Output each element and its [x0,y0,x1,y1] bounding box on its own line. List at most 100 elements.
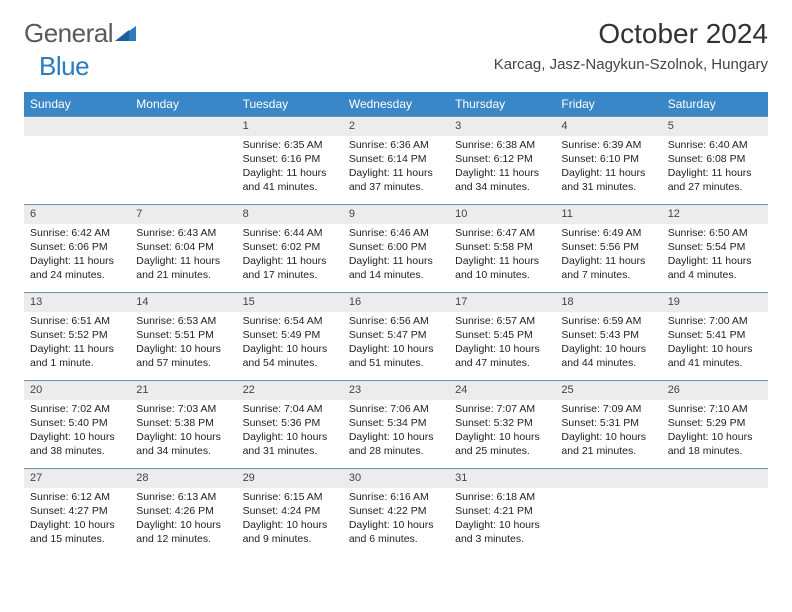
day-details: Sunrise: 6:59 AMSunset: 5:43 PMDaylight:… [555,312,661,379]
day-number: 16 [343,293,449,312]
day-cell: 18Sunrise: 6:59 AMSunset: 5:43 PMDayligh… [555,293,661,381]
day-cell: 2Sunrise: 6:36 AMSunset: 6:14 PMDaylight… [343,117,449,205]
day-cell: 24Sunrise: 7:07 AMSunset: 5:32 PMDayligh… [449,381,555,469]
sunrise-text: Sunrise: 6:12 AM [30,490,124,504]
day-cell: 10Sunrise: 6:47 AMSunset: 5:58 PMDayligh… [449,205,555,293]
day-details: Sunrise: 6:49 AMSunset: 5:56 PMDaylight:… [555,224,661,291]
sunrise-text: Sunrise: 7:00 AM [668,314,762,328]
sunrise-text: Sunrise: 6:36 AM [349,138,443,152]
dayhead-thu: Thursday [449,92,555,117]
dayhead-sat: Saturday [662,92,768,117]
month-title: October 2024 [494,18,768,50]
sunset-text: Sunset: 6:06 PM [30,240,124,254]
sunrise-text: Sunrise: 6:59 AM [561,314,655,328]
sunrise-text: Sunrise: 6:44 AM [243,226,337,240]
day-details: Sunrise: 7:10 AMSunset: 5:29 PMDaylight:… [662,400,768,467]
sunrise-text: Sunrise: 6:51 AM [30,314,124,328]
daylight-text: Daylight: 10 hours and 47 minutes. [455,342,549,370]
sunset-text: Sunset: 5:49 PM [243,328,337,342]
daylight-text: Daylight: 10 hours and 25 minutes. [455,430,549,458]
day-cell: 9Sunrise: 6:46 AMSunset: 6:00 PMDaylight… [343,205,449,293]
daylight-text: Daylight: 10 hours and 57 minutes. [136,342,230,370]
day-details: Sunrise: 6:50 AMSunset: 5:54 PMDaylight:… [662,224,768,291]
sunrise-text: Sunrise: 7:09 AM [561,402,655,416]
day-details: Sunrise: 7:00 AMSunset: 5:41 PMDaylight:… [662,312,768,379]
day-cell: 8Sunrise: 6:44 AMSunset: 6:02 PMDaylight… [237,205,343,293]
sunset-text: Sunset: 5:29 PM [668,416,762,430]
day-number: 6 [24,205,130,224]
sunset-text: Sunset: 6:12 PM [455,152,549,166]
day-cell [24,117,130,205]
sunset-text: Sunset: 6:10 PM [561,152,655,166]
daylight-text: Daylight: 11 hours and 27 minutes. [668,166,762,194]
sunset-text: Sunset: 5:41 PM [668,328,762,342]
day-number: 2 [343,117,449,136]
week-row: 27 Sunrise: 6:12 AMSunset: 4:27 PM Dayligh… [24,469,768,557]
day-cell: 3Sunrise: 6:38 AMSunset: 6:12 PMDaylight… [449,117,555,205]
daylight-text: Daylight: 11 hours and 1 minute. [30,342,124,370]
calendar-table: Sunday Monday Tuesday Wednesday Thursday… [24,92,768,557]
sunrise-text: Sunrise: 6:53 AM [136,314,230,328]
daylight-text: Daylight: 11 hours and 14 minutes. [349,254,443,282]
sunset-text: Sunset: 5:56 PM [561,240,655,254]
daylight-text: Daylight: 11 hours and 31 minutes. [561,166,655,194]
day-number: 3 [449,117,555,136]
day-number: 25 [555,381,661,400]
dayhead-fri: Friday [555,92,661,117]
sunrise-text: Sunrise: 6:50 AM [668,226,762,240]
daylight-text: Daylight: 11 hours and 7 minutes. [561,254,655,282]
daylight-text: Daylight: 10 hours and 9 minutes. [243,518,337,546]
sunset-text: Sunset: 5:34 PM [349,416,443,430]
daylight-text: Daylight: 10 hours and 41 minutes. [668,342,762,370]
daylight-text: Daylight: 11 hours and 41 minutes. [243,166,337,194]
day-cell: 27Sunrise: 6:12 AMSunset: 4:27 PMDayligh… [24,469,130,557]
daylight-text: Daylight: 10 hours and 3 minutes. [455,518,549,546]
day-cell: 23Sunrise: 7:06 AMSunset: 5:34 PMDayligh… [343,381,449,469]
brand-part2: Blue [39,51,89,82]
day-number: 22 [237,381,343,400]
day-number: 31 [449,469,555,488]
day-cell: 12Sunrise: 6:50 AMSunset: 5:54 PMDayligh… [662,205,768,293]
sunset-text: Sunset: 6:16 PM [243,152,337,166]
sunset-text: Sunset: 4:27 PM [30,504,124,518]
day-cell: 17Sunrise: 6:57 AMSunset: 5:45 PMDayligh… [449,293,555,381]
sunset-text: Sunset: 6:02 PM [243,240,337,254]
day-cell [555,469,661,557]
day-number: 12 [662,205,768,224]
sunset-text: Sunset: 5:31 PM [561,416,655,430]
sunrise-text: Sunrise: 6:56 AM [349,314,443,328]
sunset-text: Sunset: 5:45 PM [455,328,549,342]
week-row: 1Sunrise: 6:35 AMSunset: 6:16 PMDaylight… [24,117,768,205]
day-cell: 28Sunrise: 6:13 AMSunset: 4:26 PMDayligh… [130,469,236,557]
dayhead-sun: Sunday [24,92,130,117]
calendar-page: General October 2024 Karcag, Jasz-Nagyku… [0,0,792,557]
day-number: 11 [555,205,661,224]
day-details: Sunrise: 6:53 AMSunset: 5:51 PMDaylight:… [130,312,236,379]
day-details: Sunrise: 6:35 AMSunset: 6:16 PMDaylight:… [237,136,343,203]
day-cell: 13Sunrise: 6:51 AMSunset: 5:52 PMDayligh… [24,293,130,381]
week-row: 6Sunrise: 6:42 AMSunset: 6:06 PMDaylight… [24,205,768,293]
day-cell: 15Sunrise: 6:54 AMSunset: 5:49 PMDayligh… [237,293,343,381]
day-cell: 5Sunrise: 6:40 AMSunset: 6:08 PMDaylight… [662,117,768,205]
day-number: 15 [237,293,343,312]
day-number: 23 [343,381,449,400]
sunset-text: Sunset: 5:40 PM [30,416,124,430]
brand-part1: General [24,18,113,49]
day-details: Sunrise: 6:54 AMSunset: 5:49 PMDaylight:… [237,312,343,379]
day-details: Sunrise: 6:57 AMSunset: 5:45 PMDaylight:… [449,312,555,379]
day-number: 13 [24,293,130,312]
day-number: 5 [662,117,768,136]
day-details: Sunrise: 6:13 AMSunset: 4:26 PMDaylight:… [130,488,236,555]
daylight-text: Daylight: 10 hours and 54 minutes. [243,342,337,370]
day-cell: 20Sunrise: 7:02 AMSunset: 5:40 PMDayligh… [24,381,130,469]
day-number: 26 [662,381,768,400]
week-row: 13Sunrise: 6:51 AMSunset: 5:52 PMDayligh… [24,293,768,381]
day-header-row: Sunday Monday Tuesday Wednesday Thursday… [24,92,768,117]
dayhead-mon: Monday [130,92,236,117]
day-number: 27 [24,469,130,488]
day-number: 20 [24,381,130,400]
week-row: 20Sunrise: 7:02 AMSunset: 5:40 PMDayligh… [24,381,768,469]
daylight-text: Daylight: 10 hours and 38 minutes. [30,430,124,458]
daylight-text: Daylight: 11 hours and 34 minutes. [455,166,549,194]
sunrise-text: Sunrise: 6:18 AM [455,490,549,504]
